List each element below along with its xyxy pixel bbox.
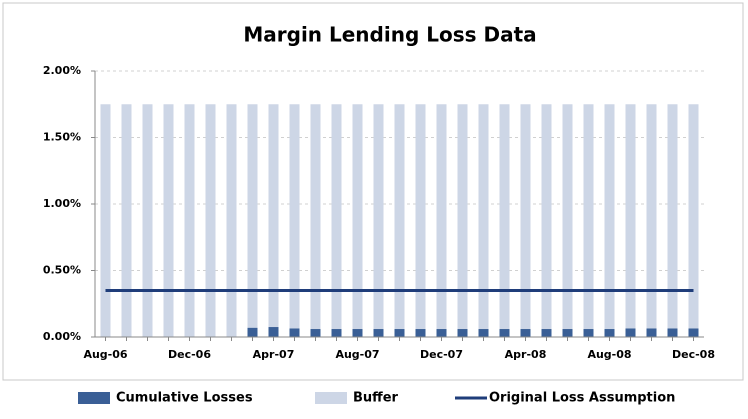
legend-label: Cumulative Losses (116, 391, 253, 406)
bar-segment (436, 104, 447, 330)
bar-segment (583, 329, 594, 337)
y-tick-label: 1.50% (43, 131, 81, 144)
bar-segment (604, 104, 615, 330)
bar-segment (352, 329, 363, 337)
legend-label: Original Loss Assumption (489, 391, 675, 406)
bar-segment (310, 104, 321, 330)
bar-segment (184, 104, 195, 337)
bar-segment (688, 328, 699, 337)
bar-segment (373, 329, 384, 337)
x-tick-label: Apr-07 (253, 348, 295, 361)
bar-segment (667, 328, 678, 337)
bar-segment (457, 104, 468, 330)
x-tick-label: Aug-08 (587, 348, 631, 361)
x-tick-label: Aug-06 (83, 348, 127, 361)
bar-segment (646, 104, 657, 329)
x-tick-label: Dec-07 (420, 348, 463, 361)
bar-segment (688, 104, 699, 329)
bar-segment (121, 104, 132, 337)
bar-segment (289, 104, 300, 329)
y-tick-label: 2.00% (43, 64, 81, 77)
bar-segment (142, 104, 153, 337)
bar-segment (373, 104, 384, 330)
bar-segment (310, 329, 321, 337)
legend-swatch (78, 392, 110, 404)
x-tick-label: Apr-08 (505, 348, 547, 361)
bar-segment (331, 329, 342, 337)
bar-segment (226, 104, 237, 337)
bar-segment (562, 329, 573, 337)
x-tick-label: Dec-06 (168, 348, 211, 361)
bar-segment (163, 104, 174, 337)
bar-segment (457, 329, 468, 337)
bar-segment (604, 329, 615, 337)
legend-label: Buffer (353, 391, 399, 406)
y-tick-label: 0.00% (43, 330, 81, 343)
bar-segment (478, 104, 489, 330)
bar-segment (520, 104, 531, 330)
bar-segment (520, 329, 531, 337)
bar-segment (394, 104, 405, 330)
bar-segment (268, 327, 279, 337)
bar-segment (478, 329, 489, 337)
y-tick-label: 0.50% (43, 264, 81, 277)
bar-segment (415, 104, 426, 330)
bar-segment (268, 104, 279, 328)
bar-segment (247, 327, 258, 337)
y-tick-label: 1.00% (43, 197, 81, 210)
bar-segment (541, 329, 552, 337)
bar-segment (646, 328, 657, 337)
bar-segment (100, 104, 111, 337)
bar-segment (436, 329, 447, 337)
legend-swatch (315, 392, 347, 404)
bar-segment (352, 104, 363, 330)
bar-segment (331, 104, 342, 330)
bar-segment (289, 328, 300, 337)
bar-segment (499, 329, 510, 337)
bar-segment (667, 104, 678, 329)
bar-segment (625, 104, 636, 329)
bar-segment (625, 328, 636, 337)
bar-segment (583, 104, 594, 330)
chart-title: Margin Lending Loss Data (243, 23, 536, 47)
bar-segment (499, 104, 510, 330)
x-tick-label: Dec-08 (672, 348, 715, 361)
bar-segment (394, 329, 405, 337)
bar-segment (415, 329, 426, 337)
bar-segment (541, 104, 552, 330)
bar-segment (247, 104, 258, 328)
bar-segment (562, 104, 573, 330)
bar-segment (205, 104, 216, 337)
x-tick-label: Aug-07 (335, 348, 379, 361)
